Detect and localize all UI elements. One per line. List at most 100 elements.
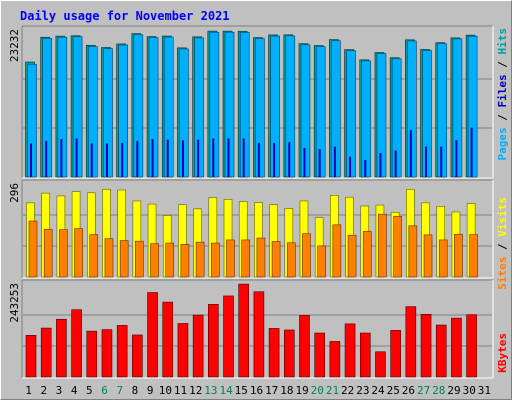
sites-bar xyxy=(89,234,99,278)
panel-top: 23232 xyxy=(8,25,494,179)
legend-pages: Pages xyxy=(496,127,509,160)
sites-bar xyxy=(362,231,372,278)
pages-bar xyxy=(364,159,367,177)
y-max-label: 243253 xyxy=(8,283,21,323)
x-tick-label: 4 xyxy=(71,384,78,397)
x-tick-label: 26 xyxy=(402,384,415,397)
sites-bar xyxy=(43,228,53,278)
pages-bar xyxy=(136,140,139,177)
x-tick-label: 2 xyxy=(40,384,47,397)
legend-kbytes: KBytes xyxy=(496,333,509,373)
sites-bar xyxy=(393,216,402,278)
kbytes-bar xyxy=(208,304,219,378)
kbytes-bar xyxy=(344,323,356,378)
legend-separator: / xyxy=(496,237,509,257)
sites-bar xyxy=(74,228,83,278)
sites-bar xyxy=(378,213,387,278)
chart-panels: 23232 296 243253 xyxy=(8,25,494,379)
pages-bar xyxy=(303,147,306,177)
pages-bar xyxy=(151,139,154,177)
x-tick-label: 30 xyxy=(463,384,476,397)
legend-sites: Sites xyxy=(496,257,509,290)
kbytes-bar xyxy=(420,313,432,378)
sites-bar xyxy=(104,238,114,278)
x-tick-label: 27 xyxy=(417,384,430,397)
sites-bar xyxy=(195,241,205,278)
kbytes-bar xyxy=(359,332,371,378)
x-tick-label: 7 xyxy=(116,384,123,397)
legend-files: Files xyxy=(496,74,509,107)
x-tick-label: 9 xyxy=(147,384,154,397)
sites-bar xyxy=(135,240,144,278)
x-tick-label: 3 xyxy=(56,384,63,397)
side-label-top: Pages / Files / Hits xyxy=(496,28,509,161)
y-max-label: 23232 xyxy=(8,29,21,62)
x-tick-label: 1 xyxy=(25,384,32,397)
sites-bar xyxy=(423,234,433,278)
files-bar xyxy=(361,60,372,178)
pages-bar xyxy=(409,130,412,177)
kbytes-bar xyxy=(375,351,386,378)
kbytes-bar xyxy=(40,327,52,378)
kbytes-bar xyxy=(466,314,477,378)
panel-middle: 296 xyxy=(8,179,494,279)
kbytes-bar xyxy=(435,324,447,378)
pages-bar xyxy=(60,139,63,177)
pages-bar xyxy=(212,138,215,177)
x-tick-label: 21 xyxy=(326,384,339,397)
x-tick-label: 17 xyxy=(265,384,278,397)
x-tick-label: 23 xyxy=(356,384,369,397)
pages-bar xyxy=(349,156,352,177)
pages-bar xyxy=(394,150,397,177)
files-bar xyxy=(57,36,68,178)
pages-bar xyxy=(105,143,108,177)
kbytes-bar xyxy=(192,314,204,378)
x-tick-label: 11 xyxy=(174,384,187,397)
kbytes-bar xyxy=(253,291,265,378)
pages-bar xyxy=(75,138,78,177)
legend-visits: Visits xyxy=(496,197,509,237)
x-tick-label: 25 xyxy=(387,384,400,397)
kbytes-bar xyxy=(329,341,341,378)
kbytes-bar xyxy=(299,315,310,378)
side-label-bottom: KBytes xyxy=(496,333,509,373)
pages-bar xyxy=(90,143,93,177)
sites-bar xyxy=(317,245,326,278)
kbytes-bar xyxy=(314,332,325,378)
x-tick-label: 16 xyxy=(250,384,263,397)
x-tick-label: 14 xyxy=(219,384,233,397)
sites-bar xyxy=(226,239,235,278)
pages-bar xyxy=(318,149,321,177)
kbytes-bar xyxy=(268,328,280,378)
x-tick-label: 22 xyxy=(341,384,354,397)
side-legend-labels: Pages / Files / Hits Sites / Visits KBytes xyxy=(496,28,509,373)
panel-bottom: 243253 xyxy=(8,279,494,379)
x-tick-label: 19 xyxy=(295,384,308,397)
pages-bar xyxy=(333,146,336,177)
pages-bar xyxy=(257,142,260,177)
sites-bar xyxy=(211,242,220,278)
sites-bar xyxy=(302,233,311,278)
pages-bar xyxy=(425,146,428,177)
kbytes-bar xyxy=(405,306,417,378)
pages-bar xyxy=(30,143,32,177)
x-tick-label: 24 xyxy=(371,384,385,397)
pages-bar xyxy=(470,127,473,177)
x-tick-label: 10 xyxy=(159,384,172,397)
kbytes-bar xyxy=(71,309,82,378)
kbytes-bar xyxy=(25,335,37,378)
kbytes-bar xyxy=(101,329,113,378)
kbytes-bar xyxy=(86,330,98,378)
sites-bar xyxy=(119,240,129,278)
x-tick-label: 18 xyxy=(280,384,293,397)
legend-hits: Hits xyxy=(496,28,509,55)
kbytes-bar xyxy=(451,317,462,378)
sites-bar xyxy=(256,237,266,278)
kbytes-bar xyxy=(132,334,143,378)
kbytes-bar xyxy=(238,283,250,378)
y-max-label: 296 xyxy=(8,183,21,203)
sites-bar xyxy=(454,233,463,278)
sites-bar xyxy=(469,234,478,278)
pages-bar xyxy=(288,142,291,177)
